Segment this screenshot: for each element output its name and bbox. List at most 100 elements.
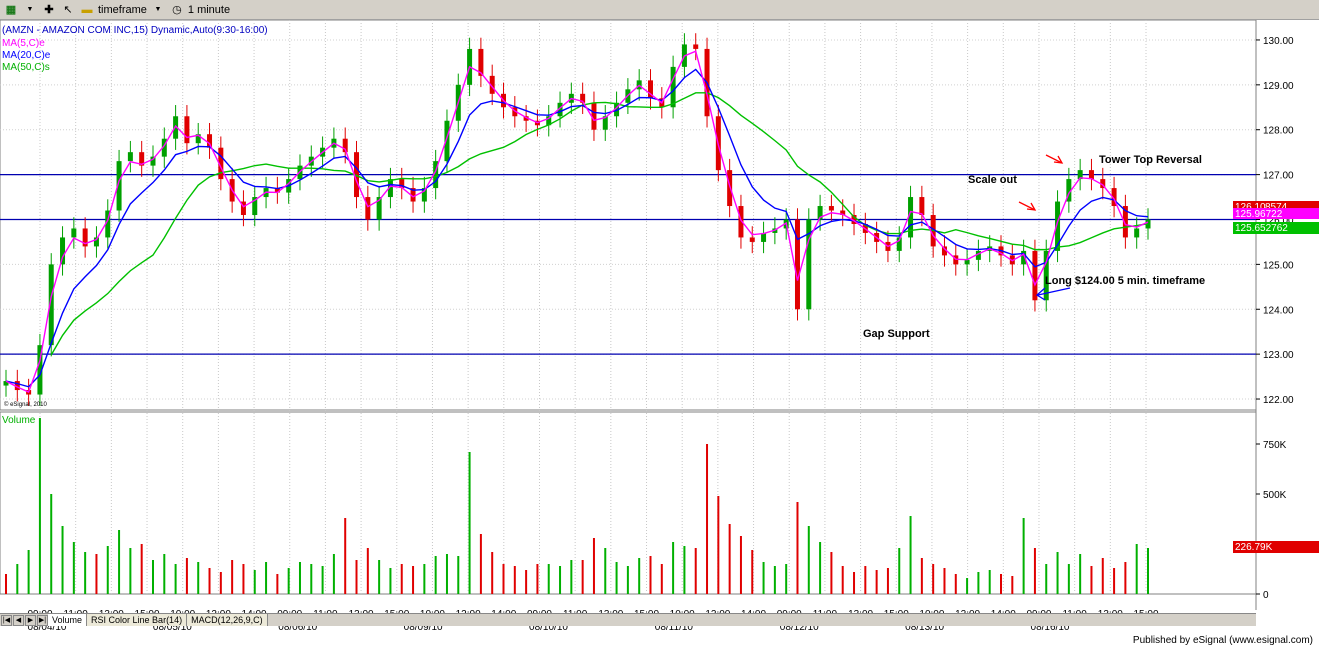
clock-icon[interactable]: ◷ xyxy=(172,4,182,16)
interval-label[interactable]: 1 minute xyxy=(187,3,231,16)
scale-out-annotation: Scale out xyxy=(968,174,1017,186)
price-axis-ticks: 130.00 129.00 128.00 127.00 126.00 125.00 124.… xyxy=(1256,36,1294,406)
price-tick-label: 124.00 xyxy=(1263,305,1294,316)
candle-body xyxy=(546,116,552,126)
scroll-left-icon[interactable]: ◀ xyxy=(13,614,24,626)
chart-area[interactable]: 130.00 129.00 128.00 127.00 126.00 125.00 124.… xyxy=(0,20,1319,648)
candle-body xyxy=(105,210,111,238)
candle-body xyxy=(908,197,914,238)
date-tick-label: 08/11/10 xyxy=(655,622,694,633)
candle-body xyxy=(738,206,744,238)
timeframe-dropdown-icon[interactable]: ▼ xyxy=(154,6,162,13)
candle-body xyxy=(1043,250,1049,301)
price-tick-label: 129.00 xyxy=(1263,81,1294,92)
candle-body xyxy=(1122,206,1128,238)
svg-text:8574: 8574 xyxy=(1265,202,1288,213)
chart-type-icon[interactable]: ▦ xyxy=(5,4,17,16)
candle-body xyxy=(1111,188,1117,207)
tab-macd[interactable]: MACD(12,26,9,C) xyxy=(187,614,268,626)
candle-body xyxy=(591,102,597,130)
candle-body xyxy=(240,201,246,215)
timeframe-button[interactable]: timeframe xyxy=(98,3,147,16)
candle-body xyxy=(478,48,484,76)
price-tick-label: 125.00 xyxy=(1263,260,1294,271)
price-chart-svg[interactable]: 130.00 129.00 128.00 127.00 126.00 125.00 124.… xyxy=(0,20,1319,648)
ma5-legend: MA(5,C)e xyxy=(2,38,45,49)
y-axis-area xyxy=(1256,20,1319,648)
svg-text:226.79K: 226.79K xyxy=(1235,542,1273,553)
date-tick-label: 08/06/10 xyxy=(278,622,317,633)
candle-body xyxy=(1134,228,1140,238)
candle-body xyxy=(523,116,529,121)
candle-body xyxy=(421,188,427,202)
candle-body xyxy=(975,250,981,260)
candle-body xyxy=(1077,170,1083,180)
candle-body xyxy=(1066,179,1072,202)
candle-body xyxy=(1088,170,1094,180)
moving-averages xyxy=(5,50,1149,393)
scroll-last-icon[interactable]: ▶| xyxy=(37,614,48,626)
ma20-legend: MA(20,C)e xyxy=(2,50,51,61)
candle-body xyxy=(896,237,902,251)
candle-body xyxy=(693,44,699,49)
crosshair-icon[interactable]: ✚ xyxy=(44,4,54,16)
volume-legend: Volume xyxy=(2,415,36,426)
date-tick-label: 08/13/10 xyxy=(905,622,944,633)
published-by-label: Published by eSignal (www.esignal.com) xyxy=(1132,635,1313,646)
date-tick-label: 08/04/10 xyxy=(28,622,67,633)
candle-body xyxy=(274,188,280,193)
tab-volume[interactable]: Volume xyxy=(48,614,88,626)
price-tick-label: 122.00 xyxy=(1263,395,1294,406)
candle-body xyxy=(82,228,88,247)
tower-top-annotation: Tower Top Reversal xyxy=(1099,154,1202,166)
price-badge-ma5: 125.96722 xyxy=(1233,208,1319,220)
support-resistance-lines xyxy=(0,174,1256,355)
date-tick-label: 08/09/10 xyxy=(404,622,443,633)
candle-body xyxy=(173,116,179,139)
candle-body xyxy=(139,152,145,166)
price-tick-label: 127.00 xyxy=(1263,171,1294,182)
price-badge-ma50: 125.652762 xyxy=(1233,222,1319,234)
price-tick-label: 130.00 xyxy=(1263,36,1294,47)
candle-body xyxy=(433,161,439,189)
date-tick-label: 08/16/10 xyxy=(1031,622,1070,633)
chart-toolbar: ▦ ▼ ✚ ↖ ▬ timeframe ▼ ◷ 1 minute xyxy=(0,0,1319,20)
volume-tick-label: 500K xyxy=(1263,490,1287,501)
long-entry-annotation: Long $124.00 5 min. timeframe xyxy=(1045,275,1205,287)
candle-body xyxy=(376,197,382,220)
price-tick-label: 128.00 xyxy=(1263,126,1294,137)
candle-body xyxy=(817,206,823,220)
volume-tick-label: 750K xyxy=(1263,440,1287,451)
tab-rsi[interactable]: RSI Color Line Bar(14) xyxy=(87,614,188,626)
candle-body xyxy=(116,161,122,211)
svg-text:125.652762: 125.652762 xyxy=(1235,223,1288,234)
copyright-label: © eSignal, 2010 xyxy=(4,401,47,408)
pointer-icon[interactable]: ↖ xyxy=(63,4,73,16)
folder-icon[interactable]: ▬ xyxy=(81,3,93,16)
ma5-line xyxy=(5,50,1149,393)
indicator-tab-bar: |◀ ◀ ▶ ▶| Volume RSI Color Line Bar(14) … xyxy=(0,613,1256,626)
volume-tick-label: 0 xyxy=(1263,590,1269,601)
scroll-first-icon[interactable]: |◀ xyxy=(1,614,12,626)
dropdown-arrow-icon[interactable]: ▼ xyxy=(26,6,34,13)
candle-body xyxy=(127,152,133,162)
candle-body xyxy=(602,116,608,130)
gap-support-annotation: Gap Support xyxy=(863,328,930,340)
blue-arrow-long-icon xyxy=(1035,287,1071,301)
candle-body xyxy=(919,197,925,215)
candle-body xyxy=(195,134,201,144)
price-tick-label: 123.00 xyxy=(1263,350,1294,361)
date-tick-label: 08/12/10 xyxy=(780,622,819,633)
red-arrow-scale-out-icon xyxy=(1018,201,1037,211)
candle-body xyxy=(410,188,416,202)
candle-body xyxy=(557,102,563,117)
candle-body xyxy=(851,215,857,224)
candle-body xyxy=(48,264,54,346)
candle-body xyxy=(342,138,348,153)
candle-body xyxy=(806,219,812,310)
scroll-right-icon[interactable]: ▶ xyxy=(25,614,36,626)
candle-body xyxy=(1032,250,1038,301)
svg-text:125.96722: 125.96722 xyxy=(1235,209,1283,220)
candle-body xyxy=(749,237,755,242)
volume-panel xyxy=(0,411,1257,595)
